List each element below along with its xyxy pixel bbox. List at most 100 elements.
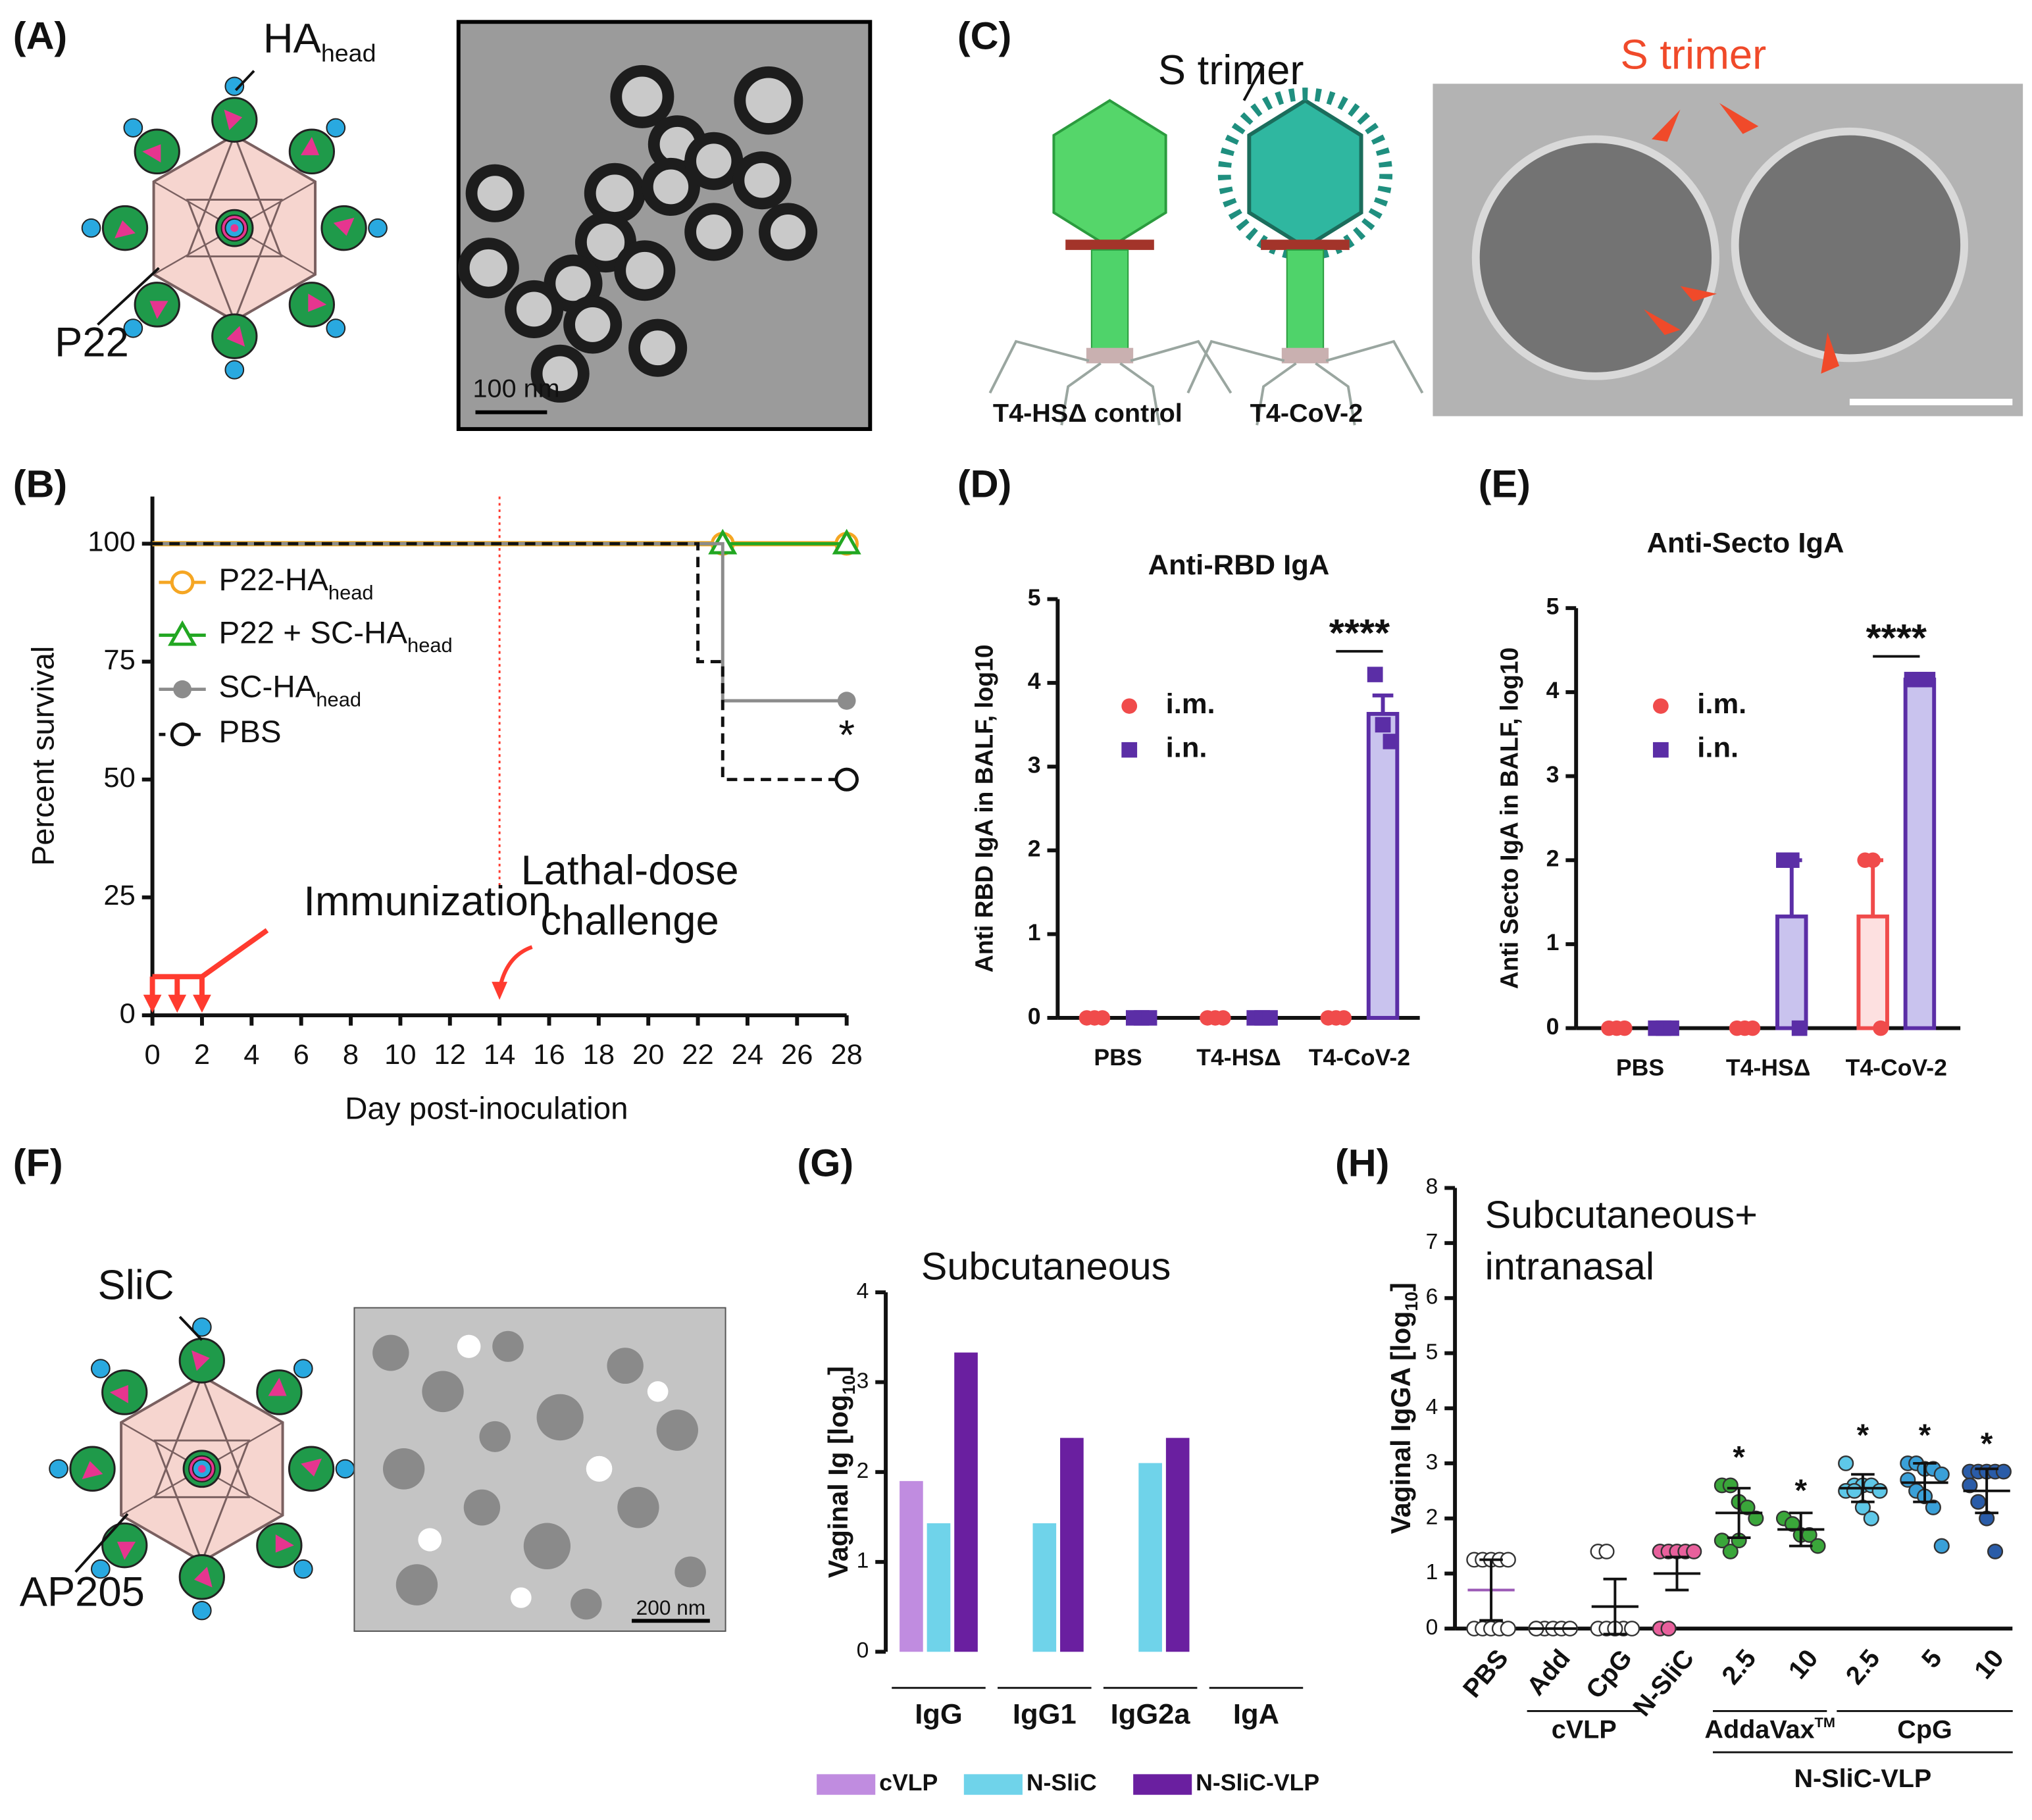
marker	[1094, 1010, 1111, 1026]
y-tick-label: 0	[120, 998, 136, 1030]
marker	[834, 767, 859, 792]
significance-label: *	[1733, 1440, 1745, 1475]
y-axis-label-part: ]	[823, 1366, 853, 1375]
y-tick-label: 5	[1546, 594, 1560, 620]
circle	[465, 164, 524, 222]
y-tick-label: 50	[103, 762, 135, 794]
rect	[1090, 249, 1129, 351]
annotation: SliC	[97, 1263, 174, 1309]
x-tick-label: IgA	[1233, 1699, 1279, 1731]
legend-label: N-SliC	[1027, 1770, 1097, 1796]
x-tick-label: T4-HSΔ	[1196, 1044, 1281, 1071]
x-tick-label: 4	[243, 1039, 259, 1071]
data-point	[1686, 1543, 1702, 1559]
legend-label: i.m.	[1697, 689, 1746, 720]
y-axis-label: Percent survival	[26, 646, 61, 866]
marker	[1616, 1020, 1633, 1036]
rect	[1065, 240, 1154, 250]
legend-marker	[1121, 698, 1138, 714]
circle	[674, 1556, 706, 1588]
significance-label: *	[1919, 1418, 1931, 1453]
annotation-part: head	[321, 39, 376, 67]
bar	[1165, 1438, 1190, 1652]
legend-label-part: i.n.	[1697, 732, 1739, 764]
bar	[1903, 677, 1937, 1030]
panel-label: (A)	[13, 14, 67, 58]
significance-label: *	[1981, 1427, 1993, 1461]
significance-label: ****	[1329, 611, 1390, 655]
annotation: S trimer	[1620, 32, 1766, 78]
panel-label: (H)	[1335, 1142, 1389, 1185]
bar	[1138, 1463, 1162, 1652]
micrograph	[353, 1307, 726, 1632]
polygon	[1644, 309, 1681, 336]
scale-bar-label: 100 nm	[473, 374, 560, 403]
g	[372, 1330, 706, 1620]
legend-label-part: P22 + SC-HA	[219, 616, 408, 651]
legend-label: i.m.	[1166, 689, 1215, 720]
panel-label: (B)	[13, 463, 67, 506]
micrograph	[1433, 84, 2023, 417]
y-tick-label: 4	[1546, 677, 1560, 703]
data-point	[1810, 1538, 1826, 1554]
data-point	[1500, 1621, 1516, 1637]
legend-label-part: N-SliC	[1027, 1770, 1097, 1796]
group-label-part: N-SliC-VLP	[1794, 1765, 1931, 1794]
x-tick-label: T4-CoV-2	[1309, 1044, 1410, 1071]
data-point	[1863, 1510, 1879, 1527]
significance-label: *	[1795, 1473, 1808, 1508]
polygon	[1052, 99, 1167, 249]
annotation: HAhead	[263, 16, 376, 67]
bar	[1032, 1523, 1057, 1652]
x-tick-label: 22	[682, 1039, 713, 1071]
legend-label-part: N-SliC-VLP	[1196, 1770, 1319, 1796]
marker	[1791, 1020, 1808, 1036]
image-caption: T4-HSΔ control	[993, 399, 1182, 428]
marker	[837, 692, 856, 710]
y-tick-label: 3	[1426, 1450, 1438, 1475]
panel-labels: (A) (B) (C) (D) (E) (F) (G) (H)	[13, 14, 1531, 1185]
marker	[1664, 1020, 1679, 1036]
y-tick-label: 1	[1546, 929, 1560, 955]
y-axis-label-sub: 10	[839, 1375, 859, 1395]
marker	[1141, 1010, 1157, 1026]
circle	[422, 1371, 464, 1413]
scale-bar-label: 200 nm	[636, 1596, 706, 1619]
polygon	[1719, 103, 1759, 134]
legend-label-part: i.m.	[1166, 689, 1215, 720]
legend-marker	[170, 722, 195, 747]
g	[418, 1334, 669, 1608]
x-tick-label: T4-CoV-2	[1846, 1055, 1947, 1081]
chart-title: Subcutaneous+	[1485, 1193, 1758, 1236]
circle	[523, 1523, 571, 1570]
y-axis-label-part: Vaginal IgGA [log	[1386, 1311, 1416, 1534]
bar	[1775, 914, 1808, 1030]
arrow-head	[193, 994, 211, 1013]
x-tick-label: 24	[732, 1039, 763, 1071]
rect	[1286, 249, 1325, 351]
y-tick-label: 0	[1546, 1013, 1560, 1040]
legend-label: SC-HAhead	[219, 670, 361, 711]
circle	[614, 240, 676, 301]
panel-label: (F)	[13, 1142, 63, 1185]
chart-title: intranasal	[1485, 1245, 1654, 1288]
bar	[1856, 914, 1889, 1030]
circle	[457, 238, 519, 299]
polygon	[1247, 98, 1363, 250]
group-label: CpG	[1897, 1715, 1952, 1744]
y-tick-label: 2	[1426, 1505, 1438, 1530]
data-point	[1925, 1499, 1941, 1515]
circle	[1731, 127, 1969, 363]
leader-line	[234, 70, 255, 91]
x-tick-label: 10	[1969, 1644, 2010, 1684]
path	[988, 340, 1232, 426]
x-tick-label: 8	[343, 1039, 359, 1071]
circle	[734, 66, 803, 135]
image-caption: T4-CoV-2	[1250, 399, 1363, 428]
y-tick-label: 3	[857, 1369, 869, 1394]
data-point	[1660, 1621, 1677, 1637]
arrow-head	[168, 994, 187, 1013]
x-tick-label: 18	[583, 1039, 615, 1071]
circle	[510, 1587, 532, 1608]
